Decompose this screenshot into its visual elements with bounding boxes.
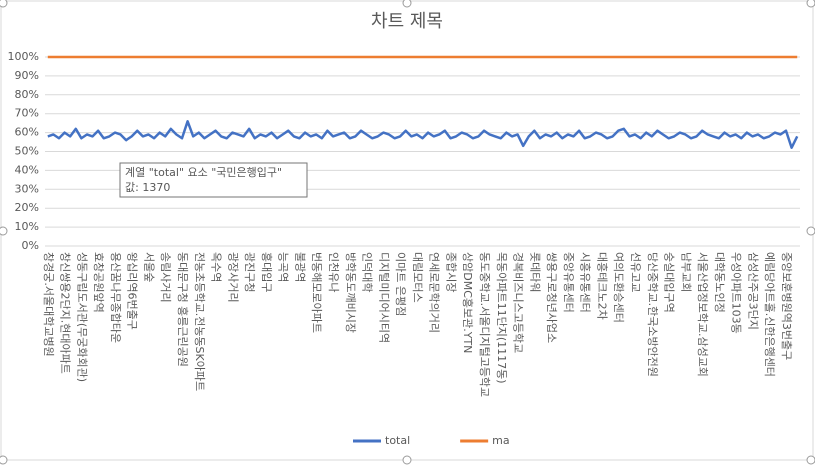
tooltip: 계열 "total" 요소 "국민은행입구" 값: 1370 [119, 162, 308, 198]
x-tick-label: 삼성산주공3단지 [746, 252, 759, 330]
x-tick-label: 우성아파트103동 [730, 252, 743, 334]
x-tick-label: 홍대입구 [260, 252, 274, 292]
tooltip-line: 계열 "total" 요소 "국민은행입구" [125, 166, 282, 179]
x-tick-label: 창신쌍용2단지.현대아파트 [59, 252, 72, 374]
x-tick-label: 번동해모로아파트 [310, 252, 324, 333]
legend-label: total [385, 434, 410, 447]
y-tick-label: 80% [15, 88, 39, 101]
x-tick-label: 방학동도깨비시장 [344, 252, 357, 333]
y-tick-label: 60% [15, 126, 39, 139]
x-tick-label: 광진구청 [243, 252, 256, 292]
x-tick-label: 당산중학교.한국소방안전원 [646, 252, 659, 377]
x-tick-label: 시흥유통센터 [579, 252, 593, 313]
y-tick-label: 90% [15, 69, 39, 82]
tooltip-box [119, 162, 308, 198]
y-tick-label: 20% [15, 201, 39, 214]
x-tick-label: 옥수역 [210, 252, 223, 282]
x-tick-label: 쌍용구로청년사업소 [545, 252, 558, 343]
x-tick-label: 능곡역 [277, 252, 290, 282]
y-tick-label: 50% [15, 145, 39, 158]
x-tick-label: 이마트 은평점 [394, 252, 407, 316]
x-tick-label: 서울숲 [142, 252, 155, 282]
x-tick-label: 롯데타워 [528, 252, 541, 292]
x-tick-label: 창경궁.서울대학교병원 [42, 252, 55, 357]
x-tick-label: 선유고교 [629, 252, 642, 292]
y-tick-label: 70% [15, 107, 39, 120]
legend-label: ma [492, 434, 509, 447]
x-tick-label: 중앙보훈병원역3번출구 [780, 252, 793, 360]
y-tick-label: 0% [22, 239, 39, 252]
x-tick-label: 상암DMC홍보관.YTN [461, 252, 475, 353]
x-tick-label: 서울산업정보학교.삼성교회 [696, 252, 709, 377]
x-tick-label: 인천유나 [327, 252, 341, 292]
x-tick-label: 남부교회 [679, 252, 692, 292]
x-tick-label: 동대문구청 홍릉근린공원 [176, 252, 190, 367]
y-tick-label: 10% [15, 220, 39, 233]
x-tick-label: 광장사거리 [226, 252, 239, 303]
x-tick-label: 중앙유통센터 [562, 252, 575, 313]
x-tick-label: 대학동노인정 [713, 252, 726, 313]
x-tick-label: 송림사거리 [159, 252, 172, 303]
x-tick-label: 인덕대학 [361, 252, 374, 292]
x-tick-label: 연세로문학의거리 [428, 252, 441, 333]
x-tick-label: 용산꿈나무종합타운 [109, 252, 122, 343]
x-tick-label: 불광역 [293, 252, 306, 282]
x-tick-label: 경복비즈니스고등학교 [512, 252, 525, 353]
x-tick-label: 여의도환승센터 [612, 252, 625, 323]
y-tick-label: 100% [8, 50, 39, 63]
tooltip-line: 값: 1370 [125, 181, 170, 194]
x-tick-label: 목동아파트11단지(1117동) [495, 252, 508, 384]
x-tick-label: 성동구립도서관(무궁화회관) [75, 252, 88, 382]
x-tick-label: 종합시장 [444, 252, 457, 292]
series-line [47, 120, 799, 149]
y-tick-label: 40% [15, 163, 39, 176]
chart-title: 차트 제목 [371, 11, 443, 32]
x-tick-label: 효창공원앞역 [92, 252, 105, 313]
x-tick-label: 예림당아트홀.신한은행센터 [763, 252, 776, 377]
y-tick-label: 30% [15, 182, 39, 195]
x-tick-label: 왕십리역6번출구 [126, 252, 139, 330]
x-tick-label: 숭실대입구역 [663, 252, 676, 313]
x-tick-label: 전농초등학교.전농동SK아파트 [193, 252, 206, 391]
x-tick-label: 디지털미디어시티역 [377, 252, 390, 343]
x-tick-label: 대림모터스 [411, 252, 424, 303]
x-tick-label: 대흥테크노2차 [595, 252, 609, 320]
x-tick-label: 동도중학교.서울디지털고등학교 [478, 252, 491, 397]
